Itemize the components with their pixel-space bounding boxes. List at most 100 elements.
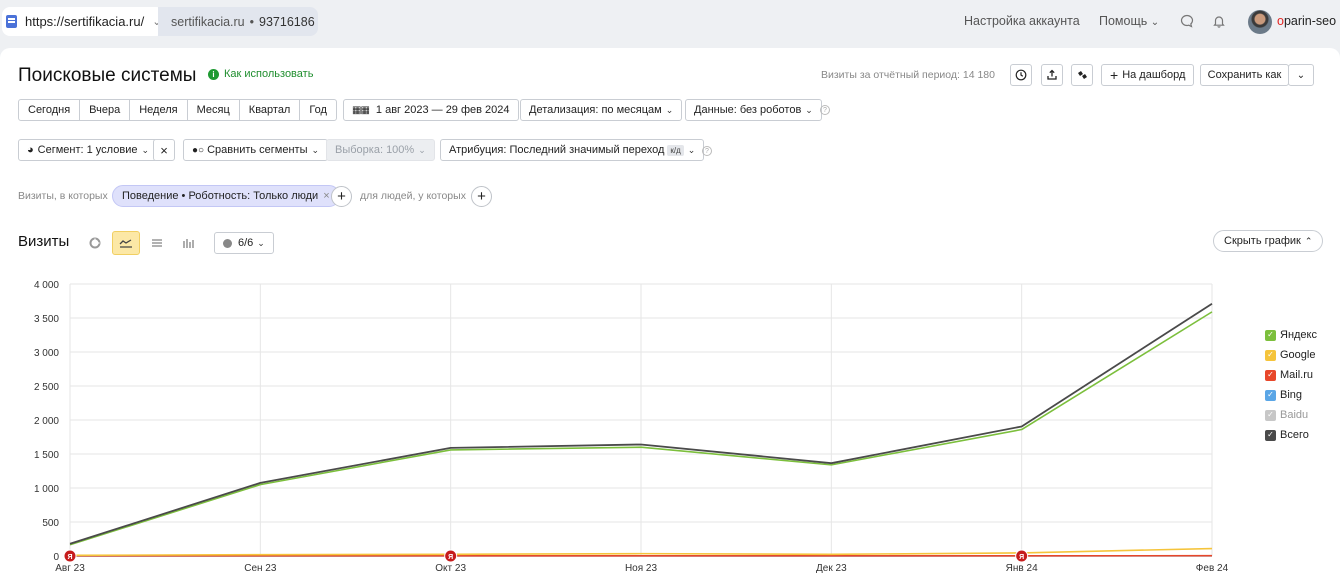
how-to-use-link[interactable]: i Как использовать xyxy=(208,68,313,80)
legend-item-yandex[interactable]: ✓ Яндекс xyxy=(1265,325,1317,345)
detail-label: Детализация: по месяцам xyxy=(529,104,662,116)
chevron-down-icon: ⌄ xyxy=(152,16,162,28)
legend-item-total[interactable]: ✓ Всего xyxy=(1265,425,1317,445)
add-to-dashboard-button[interactable]: + На дашборд xyxy=(1101,64,1195,86)
date-range-button[interactable]: ▦▦ 1 авг 2023 — 29 фев 2024 xyxy=(343,99,519,121)
checkbox-checked-icon: ✓ xyxy=(1265,349,1276,361)
compare-icon: ●○ xyxy=(192,144,205,156)
annotation-marker xyxy=(444,549,458,563)
add-people-condition-button[interactable]: + xyxy=(471,186,492,207)
segment-dropdown[interactable]: ◕ Сегмент: 1 условие ⌄ xyxy=(18,139,158,161)
y-tick-label: 1 500 xyxy=(34,450,59,461)
save-as-label: Сохранить как xyxy=(1207,69,1282,81)
top-bar: https://sertifikacia.ru/ ⌄ sertifikacia.… xyxy=(0,0,1340,44)
chart-legend: ✓ Яндекс ✓ Google ✓ Mail.ru ✓ Bing ✓ Baidu ✓ В… xyxy=(1265,325,1317,445)
bar-view-icon[interactable] xyxy=(174,231,202,255)
close-icon[interactable]: × xyxy=(323,190,330,202)
checkbox-checked-icon: ✓ xyxy=(1265,369,1276,381)
period-month[interactable]: Месяц xyxy=(188,100,240,120)
add-to-dashboard-label: На дашборд xyxy=(1122,69,1186,81)
chevron-down-icon: ⌄ xyxy=(687,144,696,155)
attribution-dropdown[interactable]: Атрибуция: Последний значимый переход к/… xyxy=(440,139,705,161)
info-icon: i xyxy=(208,68,219,80)
period-today[interactable]: Сегодня xyxy=(19,100,81,120)
chevron-down-icon: ⌄ xyxy=(1296,69,1306,81)
history-button[interactable] xyxy=(1010,64,1032,86)
help-menu[interactable]: Помощь ⌄ xyxy=(1099,14,1159,28)
username[interactable]: oparin-seo xyxy=(1277,14,1336,28)
hide-chart-button[interactable]: Скрыть график ⌃ xyxy=(1213,230,1324,252)
checkbox-checked-icon: ✓ xyxy=(1265,389,1276,401)
help-icon[interactable]: ? xyxy=(820,105,830,115)
avatar[interactable] xyxy=(1248,10,1272,34)
attribution-label: Атрибуция: Последний значимый переход xyxy=(449,144,665,156)
chevron-down-icon: ⌄ xyxy=(805,104,813,115)
help-icon[interactable]: ? xyxy=(702,146,712,156)
legend-label: Google xyxy=(1280,349,1316,361)
legend-label: Яндекс xyxy=(1280,329,1317,341)
series-selector[interactable]: 6/6 ⌄ xyxy=(214,232,274,254)
series-line-yandex xyxy=(69,311,1213,546)
people-where-label: для людей, у которых xyxy=(360,190,466,202)
hide-chart-label: Скрыть график xyxy=(1224,235,1301,247)
series-dot-icon xyxy=(223,238,232,248)
save-as-button[interactable]: Сохранить как xyxy=(1200,64,1289,86)
x-tick-label: Янв 24 xyxy=(1006,563,1038,574)
annotation-marker-label: Я xyxy=(448,554,453,561)
export-button[interactable] xyxy=(1041,64,1063,86)
username-first-letter: o xyxy=(1277,14,1284,28)
clear-segment-button[interactable]: × xyxy=(153,139,175,161)
site-url: https://sertifikacia.ru/ xyxy=(25,14,145,29)
area-view-icon[interactable] xyxy=(143,231,171,255)
help-label: Помощь xyxy=(1099,14,1148,28)
x-tick-label: Ноя 23 xyxy=(625,563,658,574)
site-favicon-icon xyxy=(6,15,17,28)
checkbox-checked-icon: ✓ xyxy=(1265,409,1276,421)
chevron-up-icon: ⌃ xyxy=(1304,235,1313,246)
visits-where-label: Визиты, в которых xyxy=(18,190,108,202)
upload-icon xyxy=(1047,69,1057,80)
annotation-marker-label: Я xyxy=(67,554,72,561)
pie-chart-icon: ◕ xyxy=(27,144,34,156)
x-tick-label: Фев 24 xyxy=(1196,563,1229,574)
site-selector[interactable]: https://sertifikacia.ru/ ⌄ xyxy=(2,7,164,36)
account-settings-link[interactable]: Настройка аккаунта xyxy=(964,14,1080,28)
data-label: Данные: без роботов xyxy=(694,104,802,116)
clock-icon xyxy=(1015,69,1027,81)
pie-view-icon[interactable] xyxy=(81,231,109,255)
legend-label: Baidu xyxy=(1280,409,1309,421)
chevron-down-icon: ⌄ xyxy=(141,144,149,155)
legend-item-mailru[interactable]: ✓ Mail.ru xyxy=(1265,365,1317,385)
annotation-marker-label: Я xyxy=(1019,554,1024,561)
legend-item-bing[interactable]: ✓ Bing xyxy=(1265,385,1317,405)
detail-dropdown[interactable]: Детализация: по месяцам ⌄ xyxy=(520,99,683,121)
username-rest: parin-seo xyxy=(1283,14,1337,28)
chevron-down-icon: ⌄ xyxy=(1150,17,1160,28)
y-tick-label: 3 000 xyxy=(34,348,59,359)
share-button[interactable] xyxy=(1071,64,1093,86)
legend-label: Mail.ru xyxy=(1280,369,1314,381)
y-tick-label: 0 xyxy=(53,552,59,563)
period-week[interactable]: Неделя xyxy=(130,100,188,120)
sample-dropdown[interactable]: Выборка: 100% ⌄ xyxy=(326,139,435,161)
chat-icon[interactable] xyxy=(1179,13,1195,29)
period-quarter[interactable]: Квартал xyxy=(240,100,301,120)
period-yesterday[interactable]: Вчера xyxy=(80,100,131,120)
period-year[interactable]: Год xyxy=(309,104,327,116)
compare-segments-dropdown[interactable]: ●○ Сравнить сегменты ⌄ xyxy=(183,139,329,161)
add-visit-condition-button[interactable]: + xyxy=(331,186,352,207)
legend-item-baidu[interactable]: ✓ Baidu xyxy=(1265,405,1317,425)
x-tick-label: Авг 23 xyxy=(55,563,85,574)
legend-item-google[interactable]: ✓ Google xyxy=(1265,345,1317,365)
x-tick-label: Дек 23 xyxy=(816,563,847,574)
bell-icon[interactable] xyxy=(1211,13,1227,29)
save-options-button[interactable]: ⌄ xyxy=(1288,64,1314,86)
data-dropdown[interactable]: Данные: без роботов ⌄ xyxy=(685,99,822,121)
counter-selector[interactable]: sertifikacia.ru • 93716186 xyxy=(158,7,318,36)
line-view-icon[interactable] xyxy=(112,231,140,255)
y-tick-label: 2 500 xyxy=(34,382,59,393)
calendar-icon: ▦▦ xyxy=(352,104,370,116)
chevron-down-icon: ⌄ xyxy=(418,144,426,155)
y-tick-label: 3 500 xyxy=(34,314,59,325)
